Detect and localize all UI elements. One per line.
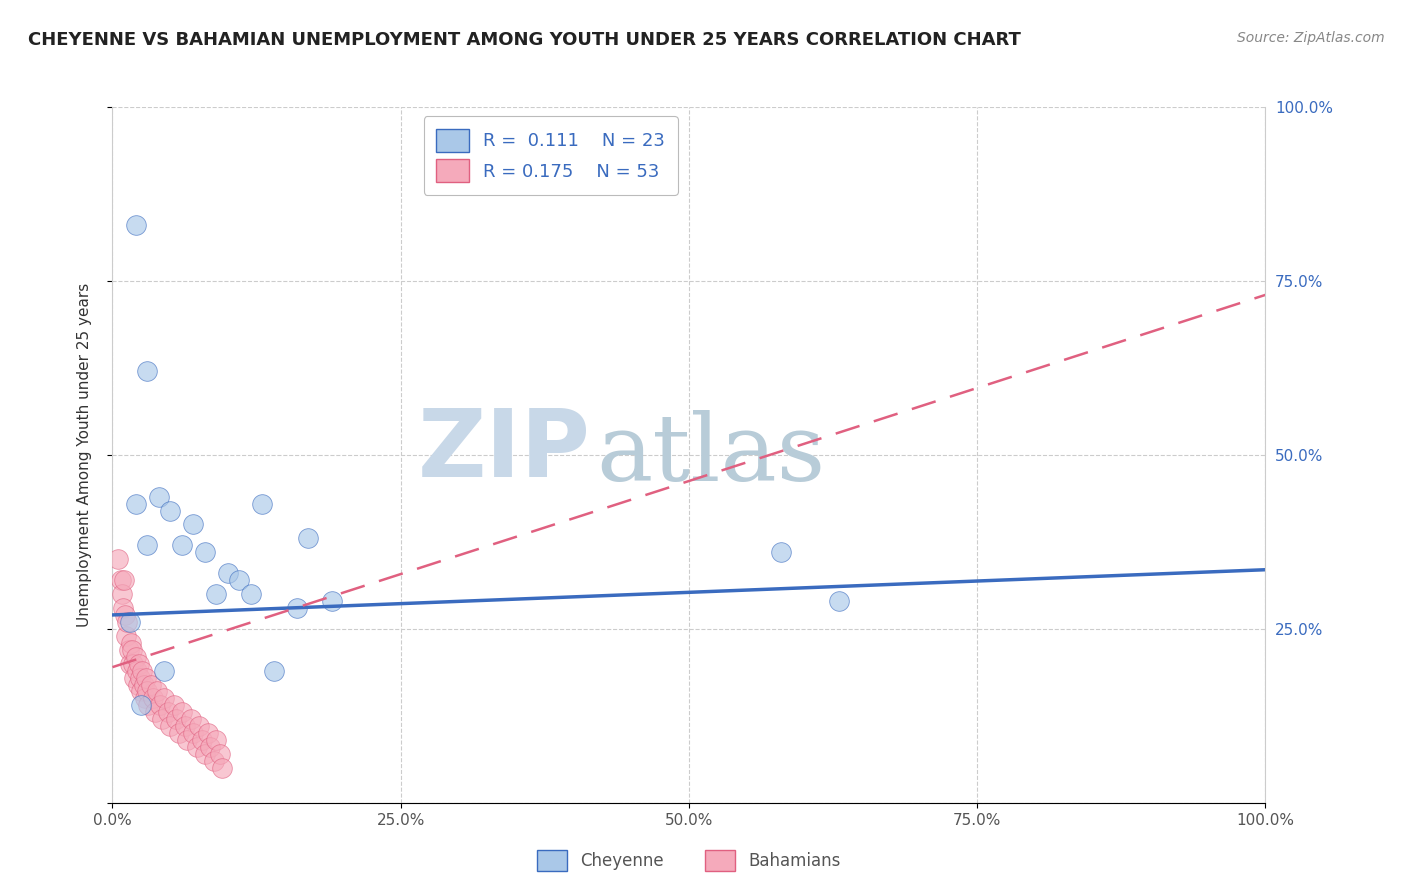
Point [121,642,143,657]
Point [124,671,146,685]
Point [159,719,181,733]
Point [117,642,139,657]
Point [170,706,193,720]
Point [153,691,176,706]
Point [149,698,172,713]
Point [208,747,231,761]
Point [111,601,134,615]
Point [127,677,149,691]
Point [129,684,153,698]
Point [205,733,228,747]
Point [176,733,198,747]
Point [191,733,214,747]
Point [297,532,319,546]
Point [107,552,129,566]
Point [124,649,146,664]
Point [129,698,153,713]
Point [169,726,191,740]
Point [165,712,187,726]
Point [136,538,159,552]
Point [117,615,139,629]
Point [153,664,176,678]
Point [205,587,228,601]
Point [139,677,162,691]
Point [136,684,159,698]
Point [114,607,136,622]
Point [129,671,152,685]
Text: atlas: atlas [596,410,825,500]
Point [194,545,217,559]
Point [187,719,211,733]
Point [239,587,262,601]
Point [217,566,239,581]
Point [142,691,165,706]
Point [180,712,202,726]
Y-axis label: Unemployment Among Youth under 25 years: Unemployment Among Youth under 25 years [77,283,91,627]
Legend: Cheyenne, Bahamians: Cheyenne, Bahamians [530,843,848,878]
Point [181,726,204,740]
Point [115,629,138,643]
Point [110,573,132,587]
Point [124,219,146,233]
Point [252,497,274,511]
Point [202,754,225,768]
Point [211,761,233,775]
Point [136,364,159,378]
Point [143,706,166,720]
Text: Source: ZipAtlas.com: Source: ZipAtlas.com [1237,31,1385,45]
Point [146,684,169,698]
Point [131,664,153,678]
Point [174,719,197,733]
Point [132,677,155,691]
Point [134,691,156,706]
Text: CHEYENNE VS BAHAMIAN UNEMPLOYMENT AMONG YOUTH UNDER 25 YEARS CORRELATION CHART: CHEYENNE VS BAHAMIAN UNEMPLOYMENT AMONG … [28,31,1021,49]
Point [118,657,141,671]
Point [194,747,217,761]
Point [135,671,157,685]
Point [285,601,308,615]
Point [150,712,173,726]
Point [200,740,222,755]
Point [228,573,250,587]
Point [181,517,204,532]
Point [122,657,145,671]
Point [162,698,184,713]
Point [186,740,208,755]
Point [148,490,170,504]
Point [136,698,159,713]
Point [159,503,181,517]
Point [828,594,851,608]
Point [197,726,219,740]
Point [111,587,134,601]
Point [170,538,193,552]
Point [770,545,793,559]
Point [120,636,142,650]
Point [125,664,148,678]
Point [112,573,135,587]
Point [156,706,179,720]
Point [263,664,285,678]
Point [118,615,141,629]
Point [128,657,150,671]
Text: ZIP: ZIP [418,406,591,498]
Point [124,497,146,511]
Point [321,594,343,608]
